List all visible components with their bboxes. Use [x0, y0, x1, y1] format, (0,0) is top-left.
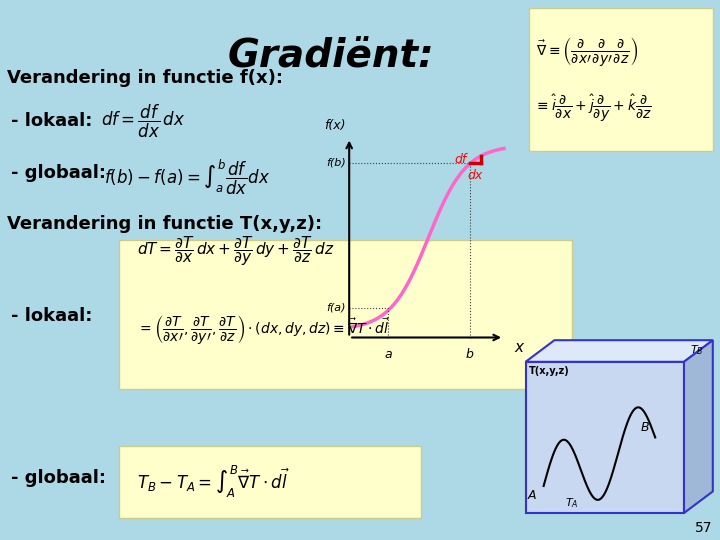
Text: - lokaal:: - lokaal: — [11, 112, 92, 131]
Text: T(x,y,z): T(x,y,z) — [529, 366, 570, 376]
Text: $=\left(\dfrac{\partial T}{\partial x\prime},\dfrac{\partial T}{\partial y\prime: $=\left(\dfrac{\partial T}{\partial x\pr… — [137, 313, 390, 346]
Text: x: x — [515, 340, 523, 355]
Text: $df = \dfrac{df}{dx}\,dx$: $df = \dfrac{df}{dx}\,dx$ — [101, 103, 185, 140]
Text: f(b): f(b) — [326, 158, 346, 168]
Text: - lokaal:: - lokaal: — [11, 307, 92, 325]
FancyBboxPatch shape — [119, 240, 572, 389]
Text: $f(b) - f(a) = \int_a^b \dfrac{df}{dx}dx$: $f(b) - f(a) = \int_a^b \dfrac{df}{dx}dx… — [104, 157, 271, 197]
FancyBboxPatch shape — [529, 8, 713, 151]
Text: Verandering in functie f(x):: Verandering in functie f(x): — [7, 69, 283, 87]
Text: $T_B$: $T_B$ — [690, 343, 703, 357]
Text: f(x): f(x) — [324, 119, 346, 132]
Text: Gradiënt:: Gradiënt: — [228, 38, 434, 76]
Text: $A$: $A$ — [527, 489, 537, 502]
Polygon shape — [526, 340, 713, 362]
Text: - globaal:: - globaal: — [11, 469, 106, 487]
Text: a: a — [384, 348, 392, 361]
Text: $dT = \dfrac{\partial T}{\partial x}\,dx + \dfrac{\partial T}{\partial y}\,dy + : $dT = \dfrac{\partial T}{\partial x}\,dx… — [137, 234, 334, 268]
Text: b: b — [466, 348, 474, 361]
Text: - globaal:: - globaal: — [11, 164, 106, 182]
Text: f(a): f(a) — [326, 303, 346, 313]
Text: 57: 57 — [696, 521, 713, 535]
Text: $B$: $B$ — [639, 421, 649, 434]
Text: Verandering in functie T(x,y,z):: Verandering in functie T(x,y,z): — [7, 215, 323, 233]
Text: df: df — [454, 153, 467, 166]
Polygon shape — [684, 340, 713, 513]
Text: $\vec{\nabla} \equiv \left(\dfrac{\partial}{\partial x\prime}\dfrac{\partial}{\p: $\vec{\nabla} \equiv \left(\dfrac{\parti… — [536, 35, 639, 68]
FancyBboxPatch shape — [119, 446, 421, 518]
Text: $\equiv\hat{i}\dfrac{\partial}{\partial x} + \hat{j}\dfrac{\partial}{\partial y}: $\equiv\hat{i}\dfrac{\partial}{\partial … — [534, 93, 652, 124]
Text: $T_A$: $T_A$ — [565, 496, 579, 510]
Text: dx: dx — [468, 170, 483, 183]
Text: $T_B - T_A = \int_A^B \vec{\nabla}T \cdot d\vec{l}$: $T_B - T_A = \int_A^B \vec{\nabla}T \cdo… — [137, 464, 289, 500]
Polygon shape — [526, 362, 684, 513]
